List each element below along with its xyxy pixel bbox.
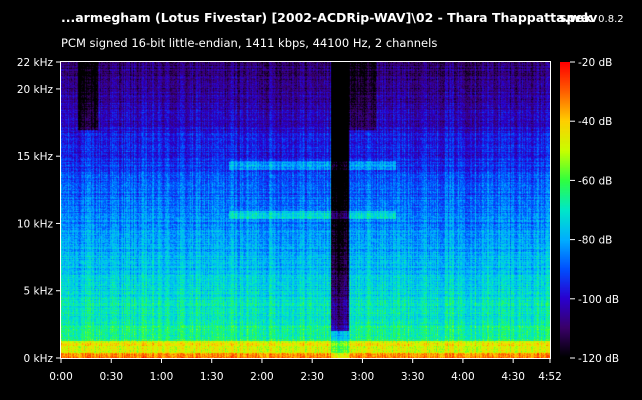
time-tick-label: 1:00 — [150, 371, 174, 383]
time-tick-label: 1:30 — [200, 371, 224, 383]
db-tick-label: -40 dB — [578, 116, 612, 128]
color-scale-bar — [560, 62, 570, 358]
app-version: 0.8.2 — [598, 14, 624, 25]
stream-info: PCM signed 16-bit little-endian, 1411 kb… — [61, 36, 438, 50]
time-tick-label: 4:30 — [501, 371, 525, 383]
spectrogram-plot — [61, 62, 550, 358]
db-tick-label: -60 dB — [578, 175, 612, 187]
db-tick-label: -100 dB — [578, 294, 619, 306]
time-tick-label: 4:52 — [538, 371, 562, 383]
freq-tick-label: 0 kHz — [23, 353, 53, 365]
time-axis: 0:00 0:30 1:00 1:30 2:00 2:30 3:00 3:30 4:00 4:30… — [49, 358, 562, 383]
frequency-axis: 0 kHz 5 kHz 10 kHz 15 kHz 20 kHz 22 kHz — [17, 57, 61, 365]
app-name: spek — [559, 10, 593, 25]
time-tick-label: 4:00 — [451, 371, 475, 383]
time-tick-label: 2:30 — [300, 371, 324, 383]
time-tick-label: 0:30 — [99, 371, 123, 383]
file-title: ...armegham (Lotus Fivestar) [2002-ACDRi… — [61, 10, 598, 25]
freq-tick-label: 10 kHz — [17, 218, 54, 230]
time-tick-label: 0:00 — [49, 371, 73, 383]
db-tick-label: -20 dB — [578, 57, 612, 69]
time-tick-label: 3:00 — [351, 371, 375, 383]
freq-tick-label: 22 kHz — [17, 57, 54, 69]
time-tick-label: 2:00 — [250, 371, 274, 383]
color-scale-axis: -20 dB -40 dB -60 dB -80 dB -100 dB -120 dB — [570, 57, 619, 365]
db-tick-label: -120 dB — [578, 353, 619, 365]
freq-tick-label: 15 kHz — [17, 151, 54, 163]
db-tick-label: -80 dB — [578, 235, 612, 247]
freq-tick-label: 20 kHz — [17, 84, 54, 96]
app-brand: spek 0.8.2 — [559, 10, 624, 25]
freq-tick-label: 5 kHz — [23, 286, 53, 298]
time-tick-label: 3:30 — [401, 371, 425, 383]
